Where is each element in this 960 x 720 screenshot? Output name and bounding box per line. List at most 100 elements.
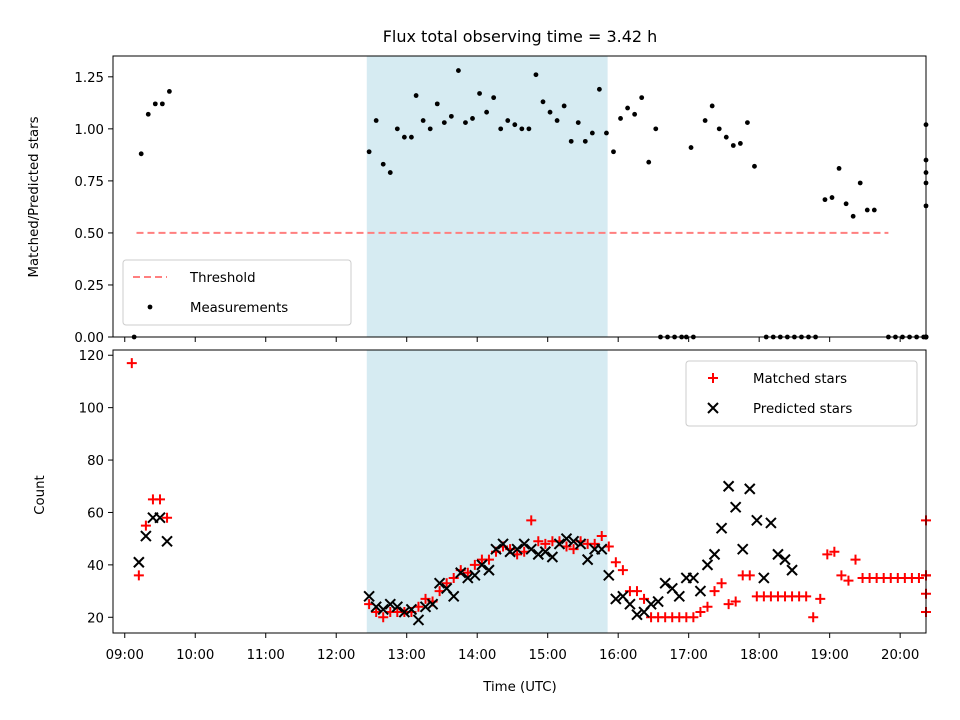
measurement-point	[505, 118, 511, 123]
predicted-star-marker	[751, 514, 763, 527]
measurement-point	[138, 151, 144, 157]
predicted-star-marker	[511, 543, 523, 555]
predicted-star-marker	[744, 483, 756, 495]
matched-star-marker	[850, 554, 861, 565]
y-tick-label: 20	[87, 611, 104, 626]
matched-star-marker	[688, 612, 699, 623]
predicted-star-marker	[476, 559, 488, 571]
matched-star-marker	[596, 531, 607, 542]
matched-star-marker	[589, 538, 600, 549]
measurement-point	[604, 130, 609, 136]
predicted-star-marker	[624, 598, 636, 610]
matched-star-marker	[822, 549, 833, 560]
legend-box	[122, 259, 352, 326]
measurement-point	[639, 95, 645, 101]
predicted-star-marker	[722, 480, 735, 492]
y-tick-label: 0.50	[74, 227, 104, 242]
predicted-star-marker	[581, 553, 594, 566]
measurement-point	[409, 134, 414, 140]
measurement-point	[632, 111, 638, 117]
chart-title: Flux total observing time = 3.42 h	[383, 27, 658, 46]
measurement-point	[152, 101, 158, 107]
measurement-point	[653, 126, 659, 132]
predicted-star-marker	[426, 598, 439, 610]
measurement-point	[575, 120, 581, 126]
measurement-point	[456, 68, 461, 73]
measurement-point	[625, 105, 630, 111]
predicted-star-marker	[715, 522, 728, 534]
y-tick-label: 0.75	[74, 175, 104, 190]
predicted-star-marker	[448, 590, 460, 603]
x-tick-label: 14:00	[458, 648, 496, 663]
matched-star-marker	[420, 593, 431, 604]
predicted-star-marker	[419, 601, 432, 613]
predicted-star-marker	[398, 606, 411, 618]
matched-star-marker	[540, 538, 551, 549]
matched-star-marker	[162, 512, 173, 523]
matched-star-marker	[126, 358, 137, 369]
measurement-point	[484, 109, 490, 115]
matched-star-marker	[702, 601, 713, 612]
predicted-star-marker	[455, 567, 467, 579]
measurement-point	[568, 138, 574, 144]
predicted-star-marker	[772, 548, 784, 561]
measurement-point	[561, 103, 567, 109]
x-tick-label: 19:00	[810, 648, 848, 663]
measurement-point	[540, 99, 546, 105]
measurement-point	[512, 122, 518, 128]
measurement-point	[611, 149, 616, 155]
measurement-point	[491, 95, 497, 101]
matched-star-marker	[836, 570, 847, 581]
legend-predicted-swatch	[707, 402, 719, 414]
measurement-point	[850, 213, 856, 219]
predicted-star-marker	[370, 601, 382, 613]
predicted-star-marker	[518, 538, 530, 550]
legend-label: Matched stars	[753, 372, 847, 387]
predicted-star-marker	[377, 603, 389, 616]
x-tick-label: 20:00	[881, 648, 919, 663]
predicted-star-marker	[490, 543, 502, 555]
measurement-point	[166, 88, 172, 94]
predicted-star-marker	[786, 564, 798, 576]
predicted-star-marker	[161, 535, 173, 547]
top-y-axis-label: Matched/Predicted stars	[27, 116, 42, 277]
predicted-star-marker	[553, 538, 566, 550]
matched-star-marker	[744, 570, 755, 581]
predicted-star-marker	[737, 543, 749, 555]
predicted-star-marker	[363, 590, 375, 603]
predicted-star-marker	[546, 551, 559, 563]
y-tick-label: 60	[87, 506, 104, 521]
top-panel: 0.00 0.25 0.50 0.75 1.00 1.25 Threshold Measure…	[74, 55, 929, 346]
measurement-point	[871, 207, 877, 213]
predicted-star-marker	[574, 538, 587, 550]
x-axis-label: Time (UTC)	[482, 680, 557, 695]
y-tick-label: 100	[79, 402, 104, 417]
x-tick-label: 16:00	[599, 648, 637, 663]
matched-star-marker	[378, 612, 389, 623]
predicted-star-marker	[652, 595, 664, 608]
legend-label: Measurements	[190, 301, 288, 316]
predicted-star-marker	[539, 546, 552, 558]
predicted-star-marker	[133, 556, 145, 568]
matched-star-marker	[154, 494, 165, 505]
bottom-panel: 20 40 60 80 100 120 09:00 10:00 11:00 12:00 13:00 1…	[79, 349, 931, 663]
predicted-star-marker	[701, 559, 714, 571]
measurement-point	[463, 120, 468, 126]
predicted-star-marker	[729, 501, 742, 513]
matched-star-marker	[140, 520, 151, 531]
x-tick-label: 11:00	[247, 648, 285, 663]
matched-star-marker	[469, 559, 480, 570]
matched-star-marker	[843, 575, 854, 586]
measurement-point	[554, 118, 560, 123]
y-tick-label: 80	[87, 454, 104, 469]
predicted-star-marker	[140, 530, 152, 542]
predicted-star-marker	[687, 572, 700, 584]
measurement-point	[688, 145, 694, 150]
measurement-point	[618, 116, 623, 121]
x-tick-label: 18:00	[740, 648, 778, 663]
measurement-point	[709, 103, 715, 109]
measurement-point	[745, 120, 750, 126]
measurement-point	[498, 126, 504, 132]
measurement-point	[582, 138, 588, 144]
